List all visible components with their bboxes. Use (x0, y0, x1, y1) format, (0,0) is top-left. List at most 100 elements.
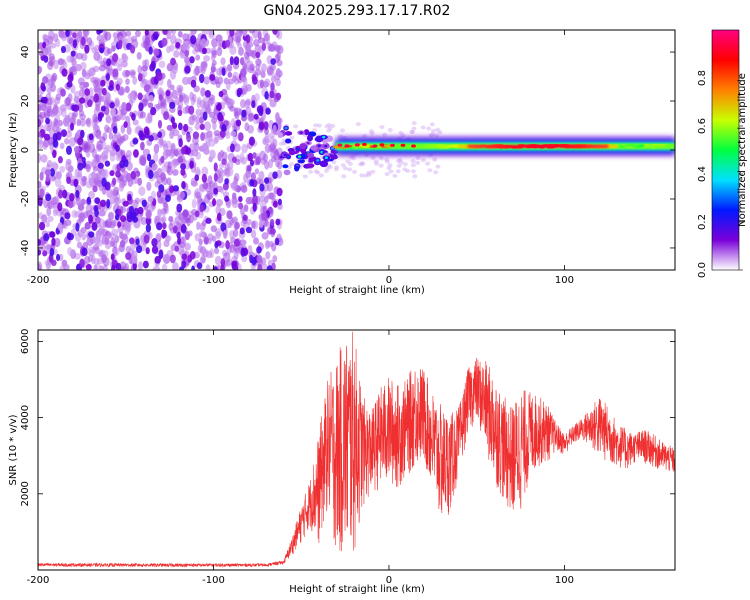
spectrogram-noise-cell (88, 87, 94, 98)
spectrogram-noise-cell (148, 94, 154, 102)
spectrogram-noise-cell (75, 189, 80, 199)
spectrogram-halo-cell (387, 128, 393, 133)
spectrogram-noise-cell (181, 180, 186, 190)
spectrogram-noise-cell (184, 65, 191, 74)
spectrogram-noise-cell (77, 102, 84, 113)
spectrogram-noise-cell (129, 92, 135, 99)
spectrogram-noise-cell (183, 123, 189, 132)
signal-band-cell (654, 145, 665, 149)
spectrogram-noise-cell (156, 190, 162, 198)
spectrogram-onset-cell (285, 138, 292, 144)
spectrogram-noise-cell (198, 230, 206, 238)
spectrogram-noise-cell (127, 193, 132, 201)
spectrogram-noise-cell (45, 117, 51, 125)
spectrogram-halo-cell (392, 173, 398, 178)
spectrogram-noise-cell (117, 221, 122, 228)
spectrogram-noise-cell (270, 150, 276, 158)
spectrogram-noise-cell (94, 197, 101, 205)
spectrogram-halo-cell (379, 125, 385, 130)
spectrogram-noise-cell (93, 264, 98, 270)
spectrogram-noise-cell (232, 75, 238, 82)
spectrogram-noise-cell (247, 113, 254, 122)
spectrogram-halo-cell (342, 166, 348, 171)
spectrogram-noise-cell (38, 104, 42, 111)
spectrogram-noise-cell (200, 38, 207, 46)
spectrogram-noise-cell (206, 130, 213, 138)
spectrogram-noise-cell (144, 30, 149, 36)
spectrogram-noise-cell (151, 245, 159, 255)
spectrogram-noise-cell (77, 229, 83, 238)
spectrogram-noise-cell (115, 262, 122, 270)
spectrogram-noise-cell (233, 56, 240, 66)
spectrogram-noise-cell (120, 108, 127, 116)
spectrogram-noise-cell (142, 59, 147, 68)
spectrogram-halo-cell (410, 163, 416, 168)
spectrogram-noise-cell (232, 192, 237, 200)
spectrogram-noise-cell (115, 144, 120, 152)
spectrogram-noise-cell (180, 236, 187, 246)
spectrogram-noise-cell (67, 165, 74, 173)
spectrogram-noise-cell (270, 58, 277, 65)
spectrogram-noise-cell (161, 263, 168, 270)
signal-band-bead (361, 142, 367, 147)
signal-band-cell (625, 143, 636, 148)
spectrogram-noise-cell (53, 104, 59, 114)
spectrogram-noise-cell (259, 68, 265, 77)
spectrogram-noise-cell (132, 76, 138, 85)
spectrogram-noise-cell (51, 259, 57, 267)
spectrogram-noise-cell (275, 218, 281, 226)
snr-panel: -200 -100 0 100 6000 4000 2000 Height of stra… (8, 329, 676, 595)
spectrogram-noise-cell (264, 177, 270, 185)
spectrogram-noise-cell (93, 93, 100, 103)
spectrogram-noise-cell (104, 31, 112, 41)
spectrogram-noise-cell (67, 73, 74, 83)
spectrogram-noise-cell (226, 63, 233, 72)
spectrogram-noise-cell (50, 83, 56, 93)
spectrogram-noise-cell (126, 126, 132, 135)
spectrogram-noise-cell (100, 79, 106, 87)
spectrogram-noise-cell (111, 177, 117, 186)
spectrogram-noise-cell (261, 42, 267, 51)
spectrogram-noise-cell (158, 60, 166, 69)
spectrogram-noise-cell (51, 237, 56, 246)
spectrogram-noise-cell (81, 247, 88, 257)
spectrogram-noise-cell (82, 176, 87, 187)
spectrogram-noise-cell (139, 111, 146, 119)
spectrogram-noise-cell (201, 61, 206, 70)
spectrogram-halo-cell (341, 174, 347, 179)
spectrogram-noise-cell (56, 253, 61, 262)
spectrogram-noise-cell (262, 137, 268, 146)
spectrogram-noise-cell (217, 42, 223, 51)
spectrogram-noise-cell (235, 36, 241, 43)
spectrogram-noise-cell (239, 239, 247, 246)
spectrogram-noise-cell (144, 36, 151, 46)
spectrogram-noise-cell (134, 30, 141, 38)
spectrogram-noise-cell (96, 171, 102, 181)
spectrogram-noise-cell (180, 146, 186, 155)
spectrogram-noise-cell (116, 77, 123, 85)
spectrogram-noise-cell (235, 119, 242, 127)
spectrogram-noise-cell (62, 117, 70, 127)
x-tick-label: -200 (27, 275, 50, 286)
spectrogram-noise-cell (65, 96, 71, 107)
spectrogram-noise-cell (251, 256, 257, 266)
spectrogram-halo-cell (313, 123, 319, 128)
spectrogram-noise-cell (211, 38, 218, 48)
spectrogram-noise-cell (256, 255, 263, 263)
spectrogram-noise-cell (98, 184, 104, 192)
spectrogram-noise-cell (184, 242, 191, 251)
spectrogram-noise-cell (250, 229, 257, 239)
spectrogram-halo-cell (289, 162, 295, 167)
spectrogram-noise-cell (149, 63, 156, 72)
spectrogram-noise-cell (131, 211, 137, 219)
spectrogram-noise-cell (277, 198, 282, 206)
spectrogram-noise-cell (110, 228, 119, 237)
spectrogram-noise-cell (41, 214, 48, 224)
spectrogram-noise-cell (114, 97, 120, 107)
spectrogram-noise-cell (161, 164, 168, 173)
spectrogram-noise-cell (191, 198, 197, 209)
spectrogram-noise-cell (253, 113, 259, 120)
spectrogram-noise-cell (112, 247, 120, 256)
spectrogram-noise-cell (192, 93, 197, 103)
spectrogram-halo-cell (355, 122, 361, 127)
